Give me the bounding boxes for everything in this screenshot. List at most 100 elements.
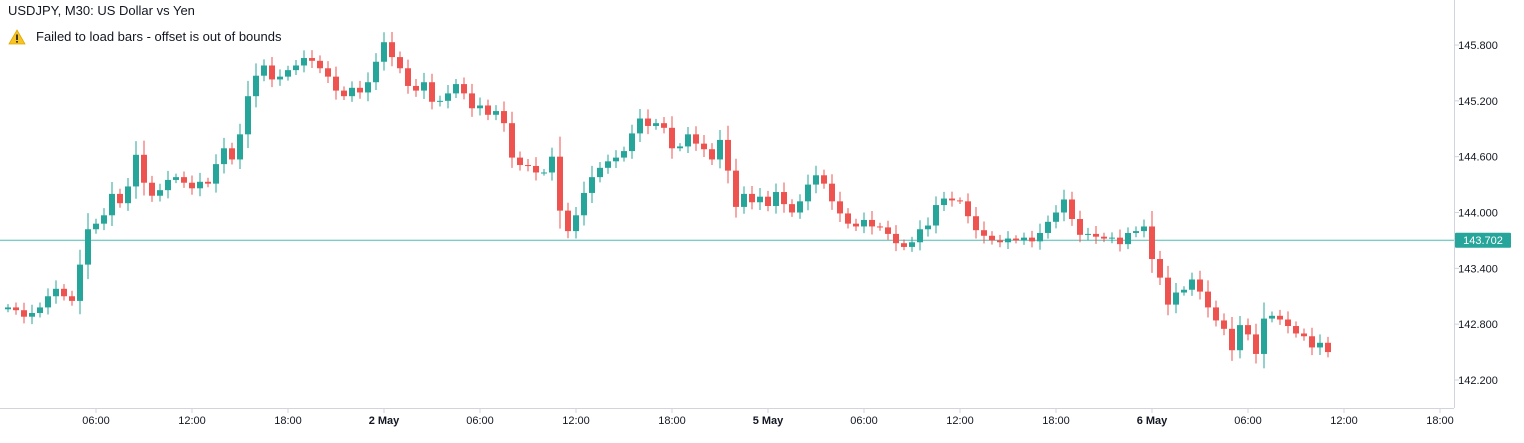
candle[interactable] — [1213, 300, 1219, 327]
candle[interactable] — [533, 157, 539, 181]
candle[interactable] — [349, 81, 355, 102]
candle[interactable] — [1293, 321, 1299, 338]
candle[interactable] — [1221, 313, 1227, 336]
candle[interactable] — [125, 177, 131, 211]
candle[interactable] — [429, 73, 435, 110]
candle[interactable] — [469, 83, 475, 117]
candle[interactable] — [885, 220, 891, 240]
candle[interactable] — [589, 165, 595, 204]
candle[interactable] — [413, 79, 419, 97]
candle[interactable] — [717, 130, 723, 169]
candle[interactable] — [1133, 226, 1139, 238]
candle[interactable] — [973, 206, 979, 239]
candle[interactable] — [637, 109, 643, 142]
candle[interactable] — [1109, 232, 1115, 244]
candle[interactable] — [797, 194, 803, 219]
candle[interactable] — [661, 116, 667, 134]
candle[interactable] — [1141, 219, 1147, 238]
candle[interactable] — [453, 78, 459, 98]
candle[interactable] — [445, 85, 451, 109]
candle[interactable] — [317, 55, 323, 74]
candle[interactable] — [285, 65, 291, 81]
candle[interactable] — [765, 190, 771, 212]
candle[interactable] — [229, 142, 235, 165]
candle[interactable] — [333, 66, 339, 100]
candle[interactable] — [397, 51, 403, 74]
candle[interactable] — [709, 143, 715, 165]
candle[interactable] — [93, 218, 99, 234]
candle[interactable] — [1069, 191, 1075, 226]
candle[interactable] — [669, 116, 675, 159]
candle[interactable] — [29, 304, 35, 325]
candle[interactable] — [181, 171, 187, 188]
candle[interactable] — [949, 191, 955, 207]
candle[interactable] — [1245, 318, 1251, 341]
candle[interactable] — [309, 50, 315, 68]
candle[interactable] — [141, 140, 147, 196]
candle[interactable] — [1165, 265, 1171, 316]
candle[interactable] — [789, 199, 795, 217]
candle[interactable] — [1005, 231, 1011, 249]
candle[interactable] — [1125, 227, 1131, 250]
candle[interactable] — [1037, 223, 1043, 250]
candle[interactable] — [981, 221, 987, 244]
candle[interactable] — [733, 158, 739, 218]
candle[interactable] — [701, 134, 707, 158]
candle[interactable] — [925, 217, 931, 237]
candle[interactable] — [341, 86, 347, 100]
candle[interactable] — [781, 182, 787, 213]
candle[interactable] — [85, 213, 91, 280]
candle[interactable] — [381, 32, 387, 71]
candle[interactable] — [69, 290, 75, 306]
candle[interactable] — [573, 207, 579, 239]
candle[interactable] — [685, 127, 691, 154]
candle[interactable] — [509, 111, 515, 168]
candle[interactable] — [357, 80, 363, 99]
candle[interactable] — [365, 72, 371, 102]
candle[interactable] — [557, 136, 563, 229]
candle[interactable] — [1301, 328, 1307, 341]
candle[interactable] — [605, 154, 611, 174]
candle[interactable] — [941, 191, 947, 212]
candle[interactable] — [965, 193, 971, 224]
candle[interactable] — [1013, 235, 1019, 244]
candle[interactable] — [197, 172, 203, 197]
time-axis[interactable]: 06:00 12:00 18:00 2 May 06:00 12:00 18:00 5 May… — [82, 409, 1454, 427]
candle[interactable] — [157, 183, 163, 202]
candle[interactable] — [1029, 230, 1035, 248]
candle[interactable] — [221, 137, 227, 174]
candle[interactable] — [293, 60, 299, 76]
candle[interactable] — [1093, 225, 1099, 244]
candle[interactable] — [189, 175, 195, 195]
candle[interactable] — [1237, 316, 1243, 359]
candle[interactable] — [869, 211, 875, 235]
candle[interactable] — [1325, 336, 1331, 358]
candle[interactable] — [629, 124, 635, 159]
candle[interactable] — [269, 56, 275, 88]
candle[interactable] — [389, 31, 395, 67]
candle[interactable] — [957, 197, 963, 205]
candle[interactable] — [133, 141, 139, 199]
candle[interactable] — [1053, 205, 1059, 229]
candle[interactable] — [1229, 316, 1235, 361]
candle[interactable] — [933, 196, 939, 234]
candle[interactable] — [725, 125, 731, 184]
candle[interactable] — [813, 165, 819, 194]
candle[interactable] — [45, 288, 51, 315]
candle[interactable] — [261, 59, 267, 82]
candle[interactable] — [1157, 250, 1163, 286]
candle[interactable] — [549, 147, 555, 181]
candle[interactable] — [485, 99, 491, 121]
candle[interactable] — [53, 280, 59, 304]
candle[interactable] — [101, 208, 107, 231]
candle[interactable] — [1205, 280, 1211, 318]
candle[interactable] — [989, 231, 995, 245]
candle[interactable] — [21, 302, 27, 324]
candle[interactable] — [501, 101, 507, 132]
candle[interactable] — [909, 236, 915, 252]
candle[interactable] — [597, 161, 603, 183]
candle[interactable] — [437, 95, 443, 107]
candle[interactable] — [1189, 272, 1195, 296]
